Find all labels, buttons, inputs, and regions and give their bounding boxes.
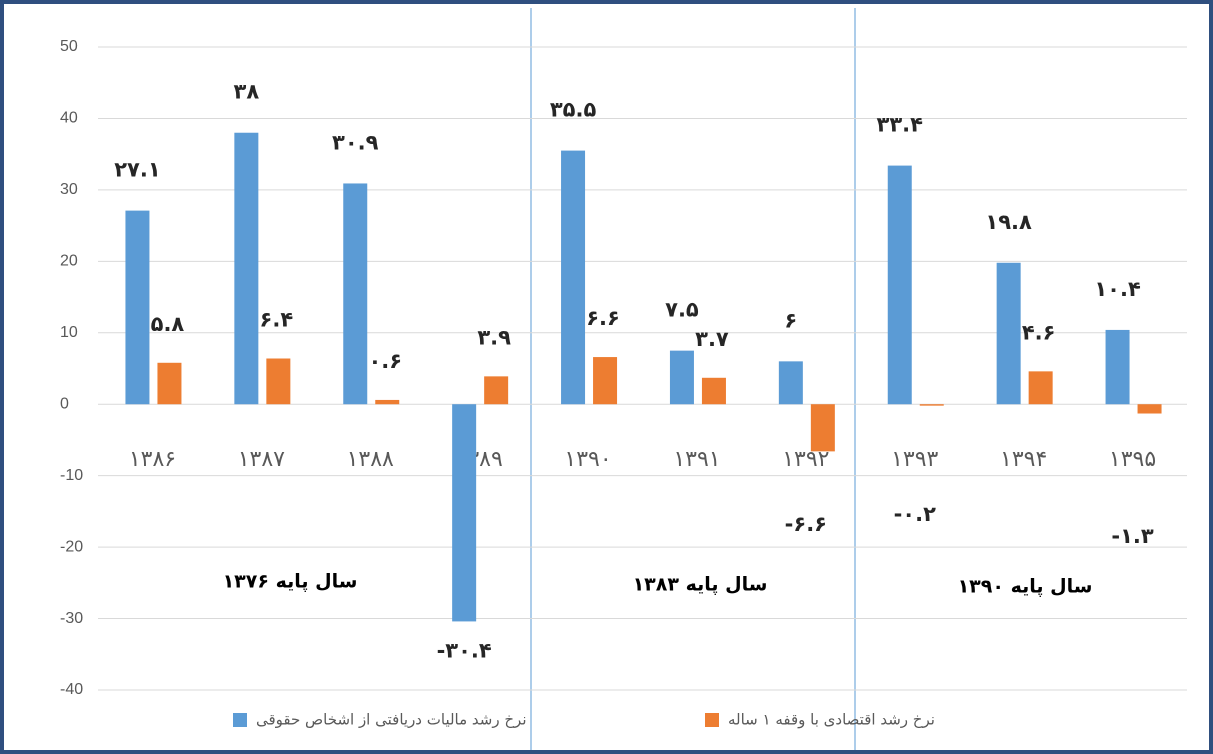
bar [919, 404, 944, 406]
bar [810, 404, 835, 452]
bar [561, 150, 586, 405]
y-tick-label: 20 [60, 253, 78, 270]
bar [157, 362, 182, 405]
bar [452, 404, 477, 622]
bar [484, 376, 509, 405]
y-tick-label: 40 [60, 110, 78, 127]
bar [125, 210, 150, 405]
value-label: ۴.۶ [1022, 320, 1056, 344]
value-label: ۳.۹ [477, 325, 511, 349]
bar [1105, 329, 1130, 405]
value-label: ۳۳.۴ [877, 113, 924, 137]
value-label: ۰.۶ [368, 349, 402, 373]
annotation: سال پایه ۱۳۸۳ [633, 574, 768, 596]
bar [1028, 371, 1053, 405]
bar [887, 165, 912, 405]
bar [1137, 404, 1162, 414]
value-label: ۶ [784, 308, 797, 332]
legend-swatch [233, 713, 247, 727]
value-label: ۶.۶ [586, 306, 620, 330]
x-tick-label: ۱۳۹۱ [673, 447, 720, 472]
x-tick-label: ۱۳۹۵ [1109, 447, 1156, 472]
value-label: ۷.۵ [665, 298, 699, 322]
value-label: -۳۰.۴ [437, 638, 492, 662]
y-tick-label: -40 [60, 681, 83, 698]
y-tick-label: 30 [60, 181, 78, 198]
legend-label: نرخ رشد اقتصادی با وقفه ۱ ساله [728, 711, 935, 729]
bar [778, 361, 803, 405]
value-label: ۵.۸ [151, 312, 185, 336]
value-label: ۳.۷ [695, 327, 729, 351]
x-tick-label: ۱۳۸۶ [129, 447, 176, 472]
x-tick-label: ۱۳۹۰ [564, 447, 611, 472]
x-tick-label: ۱۳۹۴ [1000, 447, 1047, 472]
legend-label: نرخ رشد مالیات دریافتی از اشخاص حقوقی [256, 711, 527, 729]
value-label: ۳۵.۵ [550, 98, 597, 122]
annotation: سال پایه ۱۳۹۰ [958, 576, 1093, 598]
y-tick-label: 50 [60, 38, 78, 55]
value-label: ۱۰.۴ [1094, 277, 1141, 301]
bar [669, 350, 694, 405]
value-label: ۲۷.۱ [114, 158, 160, 182]
legend-swatch [705, 713, 719, 727]
x-tick-label: ۱۳۹۳ [891, 447, 938, 472]
bar [266, 358, 291, 405]
value-label: ۳۰.۹ [332, 130, 379, 154]
y-tick-label: -30 [60, 610, 83, 627]
bar [593, 357, 618, 405]
x-tick-label: ۱۳۸۷ [238, 447, 285, 472]
value-label: ۱۹.۸ [985, 210, 1032, 234]
value-label: ۶.۴ [260, 307, 294, 331]
y-tick-label: -10 [60, 467, 83, 484]
value-label: ۳۸ [234, 80, 260, 104]
x-tick-label: ۱۳۸۸ [347, 447, 394, 472]
bar [375, 399, 400, 405]
value-label: -۱.۳ [1111, 524, 1154, 548]
value-label: -۰.۲ [894, 502, 937, 526]
bar [234, 132, 259, 405]
y-tick-label: 10 [60, 324, 78, 341]
value-label: -۶.۶ [785, 512, 827, 536]
bar [343, 183, 368, 405]
y-tick-label: 0 [60, 395, 69, 412]
bar [996, 262, 1021, 405]
y-tick-label: -20 [60, 538, 83, 555]
bar [701, 377, 726, 405]
annotation: سال پایه ۱۳۷۶ [223, 571, 358, 593]
